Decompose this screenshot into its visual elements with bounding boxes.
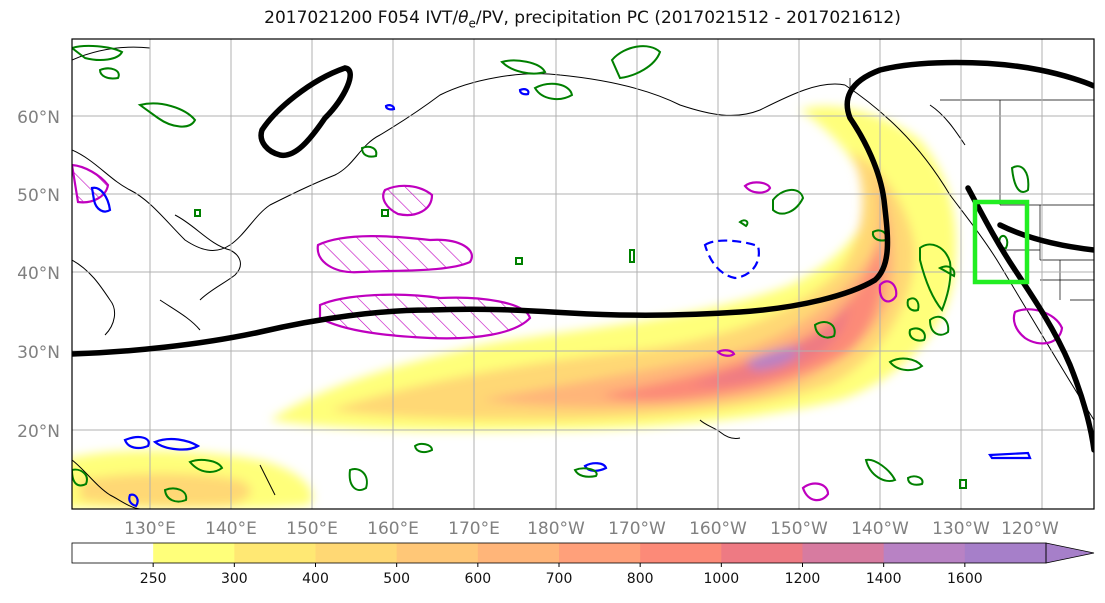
coastlines bbox=[72, 46, 1094, 509]
lat-label: 30°N bbox=[17, 343, 60, 363]
colorbar-cell bbox=[883, 543, 966, 563]
lon-label: 120°W bbox=[1001, 519, 1059, 539]
lon-label: 130°W bbox=[932, 519, 990, 539]
colorbar-cell bbox=[964, 543, 1047, 563]
colorbar-cell bbox=[234, 543, 316, 563]
lon-labels: 130°E 140°E 150°E 160°E 170°E 180°W 170°… bbox=[124, 519, 1059, 539]
colorbar: 250 300 400 500 600 700 800 1000 1200 1400 1600 bbox=[71, 542, 1095, 587]
colorbar-tick-label: 300 bbox=[221, 571, 248, 587]
colorbar-cell bbox=[640, 543, 722, 563]
lon-label: 160°W bbox=[689, 519, 747, 539]
colorbar-tick-label: 1200 bbox=[785, 571, 821, 587]
colorbar-tick-label: 1000 bbox=[704, 571, 740, 587]
jet-contours bbox=[72, 59, 1094, 453]
colorbar-cell bbox=[477, 543, 560, 563]
colorbar-cell bbox=[396, 543, 479, 563]
colorbar-tick-label: 700 bbox=[546, 571, 573, 587]
lat-labels: 60°N 50°N 40°N 30°N 20°N bbox=[17, 108, 60, 442]
lon-label: 150°W bbox=[770, 519, 828, 539]
pv-high-contours bbox=[72, 163, 532, 340]
lat-label: 40°N bbox=[17, 264, 60, 284]
colorbar-cell bbox=[802, 543, 885, 563]
colorbar-tick-label: 400 bbox=[302, 571, 329, 587]
colorbar-tick-label: 500 bbox=[383, 571, 410, 587]
lon-label: 160°E bbox=[367, 519, 419, 539]
lat-label: 50°N bbox=[17, 186, 60, 206]
colorbar-tick-label: 250 bbox=[140, 571, 167, 587]
lon-label: 130°E bbox=[124, 519, 176, 539]
plot-frame bbox=[71, 38, 1095, 510]
target-box bbox=[972, 199, 1030, 285]
lat-label: 60°N bbox=[17, 108, 60, 128]
lon-label: 140°E bbox=[205, 519, 257, 539]
colorbar-cell bbox=[72, 543, 154, 563]
colorbar-tick-label: 1400 bbox=[866, 571, 902, 587]
map-title: 2017021200 F054 IVT/θe/PV, precipitation… bbox=[264, 8, 901, 31]
colorbar-tick-label: 600 bbox=[464, 571, 491, 587]
lon-label: 150°E bbox=[286, 519, 338, 539]
lat-label: 20°N bbox=[17, 422, 60, 442]
lon-label: 180°W bbox=[527, 519, 585, 539]
colorbar-extend-arrow bbox=[1045, 542, 1095, 564]
colorbar-cell bbox=[315, 543, 398, 563]
lon-label: 170°E bbox=[448, 519, 500, 539]
colorbar-cell bbox=[721, 543, 803, 563]
lon-label: 170°W bbox=[608, 519, 666, 539]
colorbar-tick-label: 800 bbox=[627, 571, 654, 587]
colorbar-cell bbox=[559, 543, 641, 563]
colorbar-tick-label: 1600 bbox=[947, 571, 983, 587]
lon-label: 140°W bbox=[851, 519, 909, 539]
colorbar-cell bbox=[153, 543, 235, 563]
